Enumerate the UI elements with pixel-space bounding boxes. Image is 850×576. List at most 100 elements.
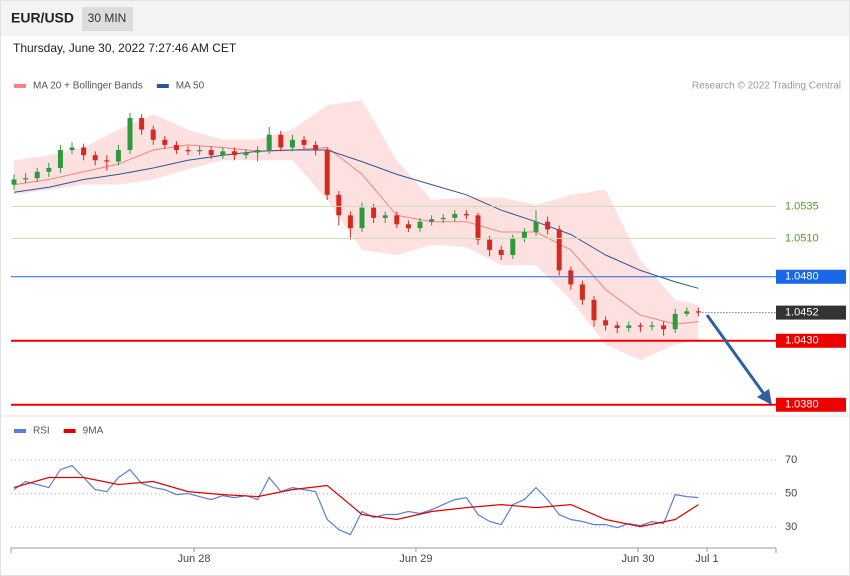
candle-body xyxy=(603,320,609,326)
candle-body xyxy=(34,171,40,179)
datetime: Thursday, June 30, 2022 7:27:46 AM CET xyxy=(13,41,237,55)
forecast-arrowhead xyxy=(757,389,772,405)
header-bar xyxy=(1,1,849,36)
legend-swatch xyxy=(14,429,26,433)
legend-label: 9MA xyxy=(83,426,104,437)
candle-body xyxy=(336,194,342,216)
candle-body xyxy=(243,152,249,156)
level-label: 1.0480 xyxy=(785,271,819,283)
candle-body xyxy=(359,207,365,229)
legend-label: MA 20 + Bollinger Bands xyxy=(33,81,143,92)
candle-body xyxy=(614,325,620,328)
candle-body xyxy=(429,219,435,222)
candle-body xyxy=(347,215,353,229)
level-label-box xyxy=(776,333,846,348)
candle-body xyxy=(127,118,133,151)
candle-body xyxy=(220,151,226,156)
x-tick-label: Jun 29 xyxy=(399,553,432,565)
candle-body xyxy=(57,150,63,168)
x-tick-label: Jul 1 xyxy=(695,553,718,565)
candle-body xyxy=(81,147,87,156)
candle-body xyxy=(324,150,330,195)
candle-body xyxy=(231,151,237,156)
candle-body xyxy=(92,155,98,161)
candle-body xyxy=(672,313,678,330)
x-tick-label: Jun 30 xyxy=(621,553,654,565)
series-line xyxy=(13,476,699,528)
candle-body xyxy=(498,249,504,255)
candle-body xyxy=(626,325,632,328)
candle-body xyxy=(556,229,562,271)
level-label: 1.0535 xyxy=(785,200,819,212)
legend-swatch xyxy=(156,84,169,88)
candle-body xyxy=(208,150,214,156)
candle-body xyxy=(521,231,527,239)
candle-body xyxy=(46,167,52,172)
candle-body xyxy=(533,221,539,232)
level-label: 1.0510 xyxy=(785,232,819,244)
candle-body xyxy=(440,217,446,220)
candle-body xyxy=(69,147,75,151)
candle-body xyxy=(162,139,168,145)
interval-box[interactable] xyxy=(82,7,133,31)
level-label-box xyxy=(776,397,846,412)
candle-body xyxy=(661,325,667,330)
candle-body xyxy=(104,160,110,162)
candle-body xyxy=(382,215,388,218)
candle-body xyxy=(255,150,261,153)
series-line xyxy=(13,464,699,536)
candle-body xyxy=(452,214,458,218)
legend-label: RSI xyxy=(33,426,50,437)
y-tick-label: 70 xyxy=(785,454,797,466)
symbol: EUR/USD xyxy=(11,10,74,26)
level-label-box xyxy=(776,269,846,284)
candle-body xyxy=(301,139,307,145)
candle-body xyxy=(371,207,377,218)
candle-body xyxy=(417,221,423,229)
x-tick-label: Jun 28 xyxy=(178,553,211,565)
candle-body xyxy=(11,179,17,185)
legend-swatch xyxy=(63,429,76,433)
candle-body xyxy=(568,270,574,285)
candle-body xyxy=(475,215,481,240)
candle-body xyxy=(139,118,145,130)
level-label: 1.0452 xyxy=(785,307,819,319)
candle-body xyxy=(266,134,272,151)
level-label: 1.0430 xyxy=(785,335,819,347)
legend-swatch xyxy=(14,84,26,88)
candle-body xyxy=(510,238,516,255)
candle-body xyxy=(649,325,655,327)
candle-body xyxy=(579,284,585,300)
main-layer: MA 20 + Bollinger Bands MA 50 1.0535 1.0510… xyxy=(10,81,846,565)
candle-body xyxy=(278,134,284,148)
candle-body xyxy=(23,178,29,180)
legend-label: MA 50 xyxy=(176,81,205,92)
candle-body xyxy=(115,150,121,162)
candle-body xyxy=(637,325,643,327)
candle-body xyxy=(150,129,156,140)
candle-body xyxy=(405,224,411,229)
y-tick-label: 30 xyxy=(785,521,797,533)
candle-body xyxy=(487,239,493,250)
level-label-box xyxy=(776,305,846,320)
candle-body xyxy=(695,311,701,313)
y-tick-label: 50 xyxy=(785,487,797,499)
candle-body xyxy=(463,214,469,216)
level-label: 1.0380 xyxy=(785,399,819,411)
candle-body xyxy=(394,215,400,225)
forecast-arrow xyxy=(705,314,766,395)
candle-body xyxy=(173,144,179,151)
candle-body xyxy=(545,221,551,230)
candle-body xyxy=(313,144,319,151)
candle-body xyxy=(197,150,203,152)
interval[interactable]: 30 MIN xyxy=(88,11,127,25)
candle-body xyxy=(185,150,191,152)
candle-body xyxy=(591,299,597,321)
candle-body xyxy=(289,139,295,148)
bollinger-band xyxy=(14,100,699,360)
series-line xyxy=(13,149,699,289)
credit: Research © 2022 Trading Central xyxy=(692,81,841,92)
candle-body xyxy=(684,311,690,314)
